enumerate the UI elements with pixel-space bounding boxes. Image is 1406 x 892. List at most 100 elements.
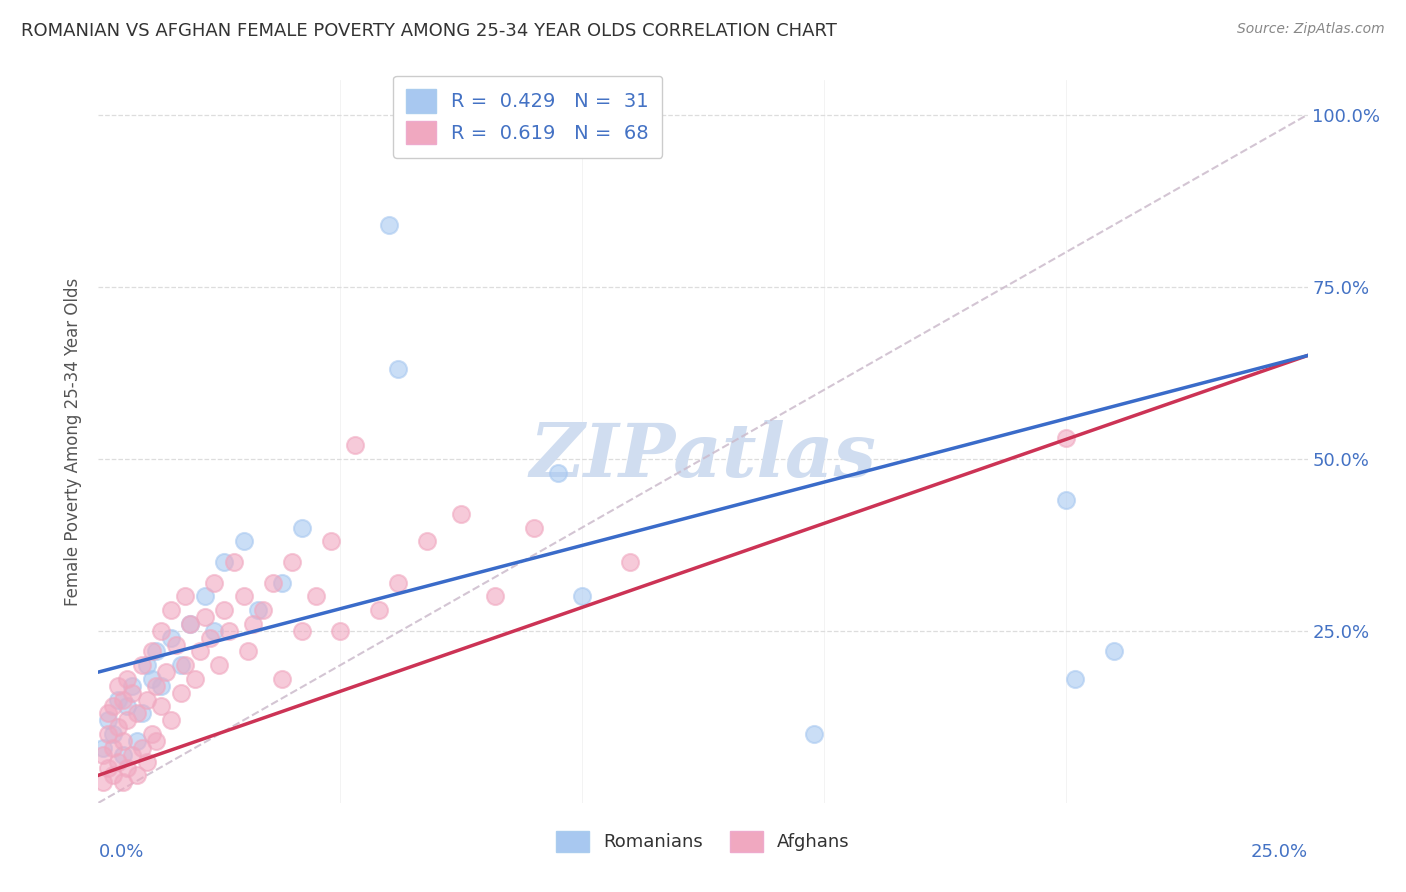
Point — [135, 658, 157, 673]
Point — [107, 755, 129, 769]
Point — [160, 603, 183, 617]
Point — [262, 575, 284, 590]
Point — [242, 616, 264, 631]
Point — [271, 575, 294, 590]
Point — [165, 638, 187, 652]
Point — [141, 672, 163, 686]
Point — [238, 644, 260, 658]
Point — [319, 534, 342, 549]
Point — [127, 734, 149, 748]
Point — [204, 624, 226, 638]
Point — [252, 603, 274, 617]
Point — [141, 644, 163, 658]
Point — [101, 768, 124, 782]
Point — [121, 679, 143, 693]
Point — [135, 692, 157, 706]
Text: ZIPatlas: ZIPatlas — [530, 420, 876, 492]
Point — [174, 590, 197, 604]
Point — [484, 590, 506, 604]
Point — [127, 706, 149, 721]
Point — [281, 555, 304, 569]
Y-axis label: Female Poverty Among 25-34 Year Olds: Female Poverty Among 25-34 Year Olds — [65, 277, 83, 606]
Point — [387, 362, 409, 376]
Point — [198, 631, 221, 645]
Point — [179, 616, 201, 631]
Point — [416, 534, 439, 549]
Point — [97, 713, 120, 727]
Point — [111, 734, 134, 748]
Point — [1102, 644, 1125, 658]
Point — [271, 672, 294, 686]
Point — [101, 727, 124, 741]
Point — [232, 590, 254, 604]
Point — [117, 672, 139, 686]
Point — [145, 644, 167, 658]
Point — [194, 590, 217, 604]
Point — [117, 699, 139, 714]
Point — [121, 747, 143, 762]
Point — [155, 665, 177, 679]
Point — [179, 616, 201, 631]
Point — [232, 534, 254, 549]
Text: 0.0%: 0.0% — [98, 843, 143, 861]
Point — [803, 727, 825, 741]
Point — [160, 631, 183, 645]
Point — [571, 590, 593, 604]
Point — [117, 761, 139, 775]
Point — [343, 438, 366, 452]
Point — [91, 775, 114, 789]
Point — [135, 755, 157, 769]
Point — [101, 740, 124, 755]
Point — [107, 720, 129, 734]
Point — [222, 555, 245, 569]
Point — [619, 555, 641, 569]
Point — [97, 761, 120, 775]
Point — [111, 692, 134, 706]
Point — [101, 699, 124, 714]
Point — [111, 747, 134, 762]
Point — [1054, 431, 1077, 445]
Legend: Romanians, Afghans: Romanians, Afghans — [550, 823, 856, 859]
Point — [1064, 672, 1087, 686]
Point — [97, 727, 120, 741]
Point — [290, 520, 312, 534]
Point — [160, 713, 183, 727]
Text: 25.0%: 25.0% — [1250, 843, 1308, 861]
Point — [141, 727, 163, 741]
Point — [305, 590, 328, 604]
Point — [208, 658, 231, 673]
Point — [329, 624, 352, 638]
Point — [184, 672, 207, 686]
Point — [91, 747, 114, 762]
Point — [145, 679, 167, 693]
Point — [218, 624, 240, 638]
Point — [131, 740, 153, 755]
Point — [174, 658, 197, 673]
Point — [150, 699, 173, 714]
Point — [107, 692, 129, 706]
Point — [169, 686, 191, 700]
Point — [97, 706, 120, 721]
Text: ROMANIAN VS AFGHAN FEMALE POVERTY AMONG 25-34 YEAR OLDS CORRELATION CHART: ROMANIAN VS AFGHAN FEMALE POVERTY AMONG … — [21, 22, 837, 40]
Point — [145, 734, 167, 748]
Point — [1054, 493, 1077, 508]
Point — [212, 555, 235, 569]
Point — [387, 575, 409, 590]
Point — [111, 775, 134, 789]
Point — [131, 706, 153, 721]
Point — [368, 603, 391, 617]
Point — [127, 768, 149, 782]
Text: Source: ZipAtlas.com: Source: ZipAtlas.com — [1237, 22, 1385, 37]
Point — [91, 740, 114, 755]
Point — [204, 575, 226, 590]
Point — [150, 624, 173, 638]
Point — [247, 603, 270, 617]
Point — [107, 679, 129, 693]
Point — [377, 218, 399, 232]
Point — [523, 520, 546, 534]
Point — [131, 658, 153, 673]
Point — [212, 603, 235, 617]
Point — [117, 713, 139, 727]
Point — [169, 658, 191, 673]
Point — [547, 466, 569, 480]
